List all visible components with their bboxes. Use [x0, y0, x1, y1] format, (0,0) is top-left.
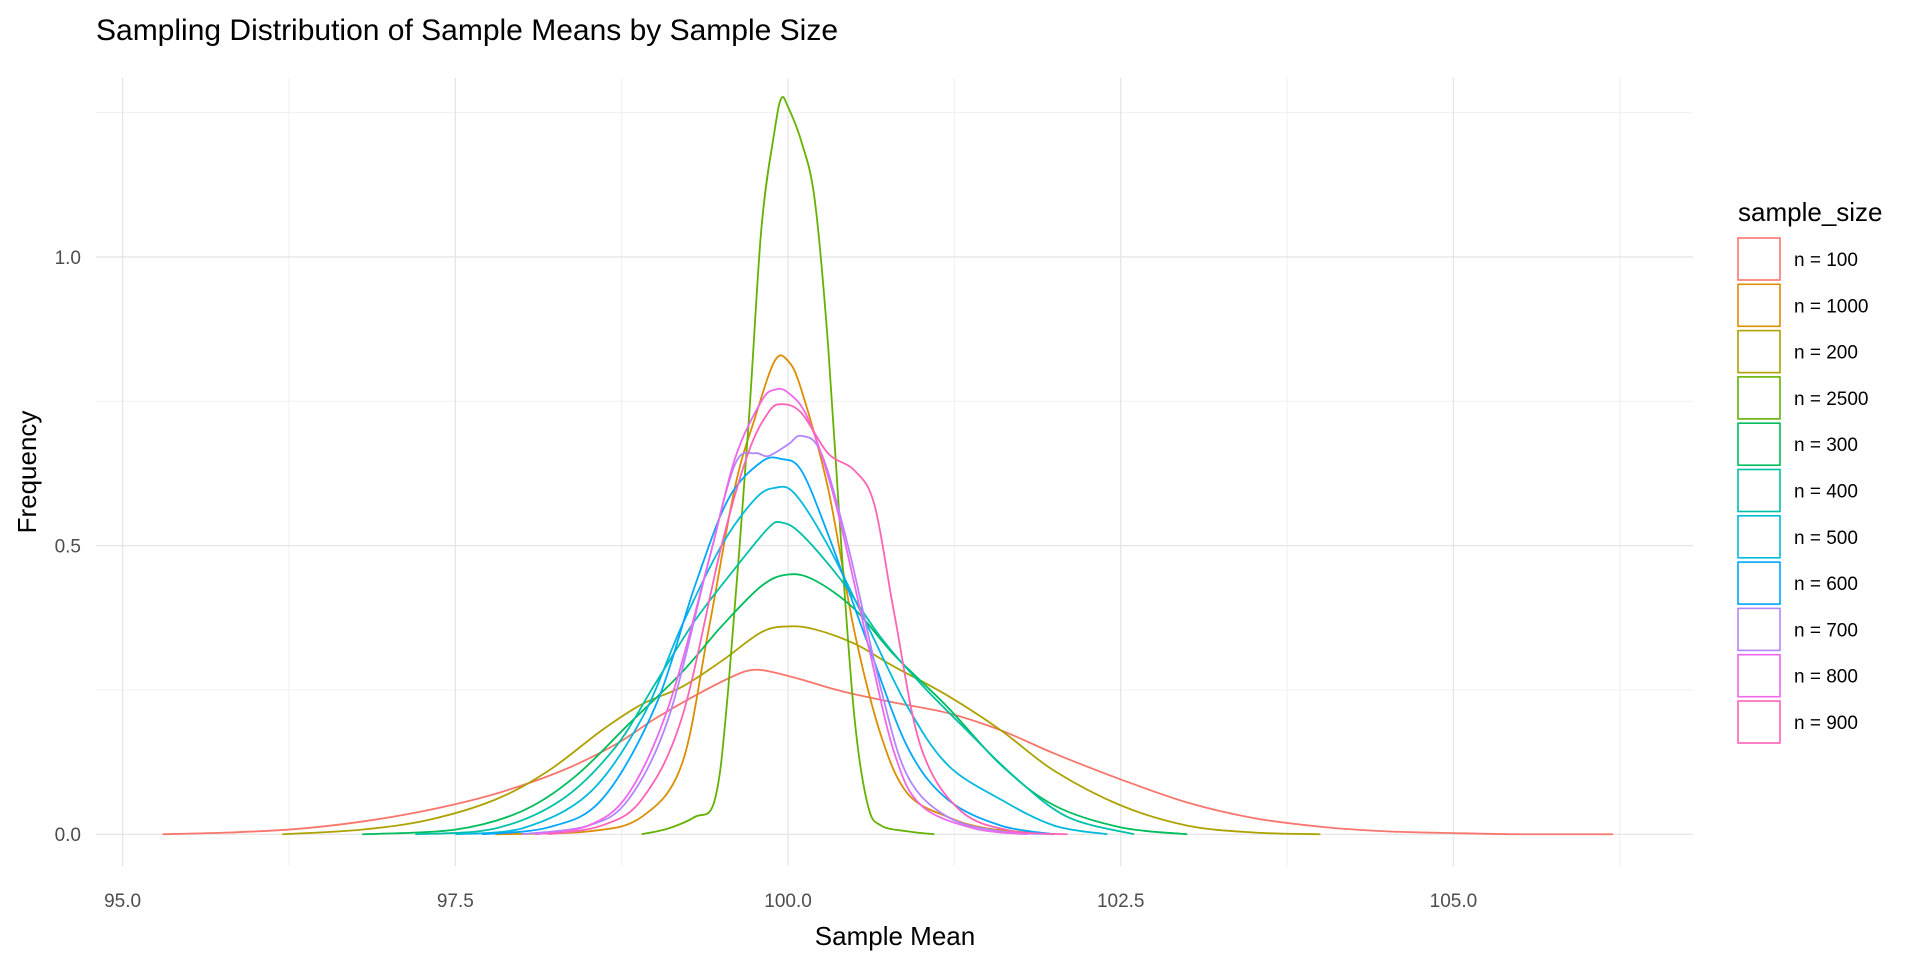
series-line-n-1000 [495, 354, 1055, 836]
series-line-n-200 [282, 625, 1321, 836]
grid [96, 78, 1693, 866]
y-tick-label: 0.5 [55, 537, 81, 558]
legend: sample_size n = 100 n = 1000 n = 200 n = 25… [1737, 197, 1883, 744]
legend-label: n = 700 [1794, 620, 1858, 641]
legend-label: n = 400 [1794, 482, 1858, 503]
series-line-n-400 [415, 520, 1135, 836]
legend-item: n = 200 [1737, 329, 1858, 374]
legend-item: n = 700 [1737, 607, 1858, 652]
legend-label: n = 800 [1794, 667, 1858, 688]
series-line-n-2500 [641, 96, 935, 836]
legend-item: n = 300 [1737, 422, 1858, 467]
legend-key [1737, 376, 1781, 420]
x-axis-title: Sample Mean [815, 921, 975, 951]
series-lines [162, 96, 1614, 836]
legend-label: n = 200 [1794, 343, 1858, 364]
chart-title: Sampling Distribution of Sample Means by… [96, 14, 838, 47]
legend-label: n = 600 [1794, 574, 1858, 595]
legend-key [1737, 514, 1781, 559]
x-tick-label: 97.5 [437, 891, 474, 912]
legend-label: n = 300 [1794, 435, 1858, 456]
legend-key [1737, 237, 1781, 281]
legend-item: n = 2500 [1737, 376, 1869, 420]
legend-label: n = 1000 [1794, 296, 1869, 317]
legend-items: n = 100 n = 1000 n = 200 n = 2500 n = 300 n =… [1737, 237, 1869, 744]
legend-label: n = 100 [1794, 250, 1858, 271]
legend-label: n = 500 [1794, 528, 1858, 549]
y-tick-label: 0.0 [55, 825, 81, 846]
legend-key [1737, 561, 1781, 605]
series-line-n-600 [481, 456, 1055, 836]
legend-item: n = 600 [1737, 561, 1858, 605]
y-axis-ticks: 0.0 0.5 1.0 [55, 248, 81, 846]
legend-key [1737, 653, 1781, 698]
x-tick-label: 100.0 [764, 891, 812, 912]
legend-key [1737, 607, 1781, 652]
legend-title: sample_size [1738, 197, 1883, 227]
y-tick-label: 1.0 [55, 248, 81, 269]
legend-key [1737, 283, 1781, 328]
series-line-n-900 [548, 403, 1068, 836]
legend-key [1737, 422, 1781, 467]
series-line-n-800 [535, 387, 1028, 836]
legend-label: n = 2500 [1794, 389, 1869, 410]
legend-key [1737, 700, 1781, 744]
series-line-n-100 [162, 668, 1614, 836]
legend-item: n = 100 [1737, 237, 1858, 281]
legend-label: n = 900 [1794, 713, 1858, 734]
x-tick-label: 95.0 [104, 891, 141, 912]
x-axis-ticks: 95.0 97.5 100.0 102.5 105.0 [104, 891, 1477, 912]
series-line-n-700 [521, 434, 1055, 836]
y-axis-title: Frequency [12, 411, 42, 534]
legend-item: n = 900 [1737, 700, 1858, 744]
legend-key [1737, 468, 1781, 513]
x-tick-label: 105.0 [1430, 891, 1478, 912]
legend-key [1737, 329, 1781, 374]
x-tick-label: 102.5 [1097, 891, 1145, 912]
legend-item: n = 400 [1737, 468, 1858, 513]
legend-item: n = 800 [1737, 653, 1858, 698]
series-line-n-500 [455, 485, 1108, 836]
series-line-n-300 [362, 573, 1188, 836]
legend-item: n = 500 [1737, 514, 1858, 559]
legend-item: n = 1000 [1737, 283, 1869, 328]
